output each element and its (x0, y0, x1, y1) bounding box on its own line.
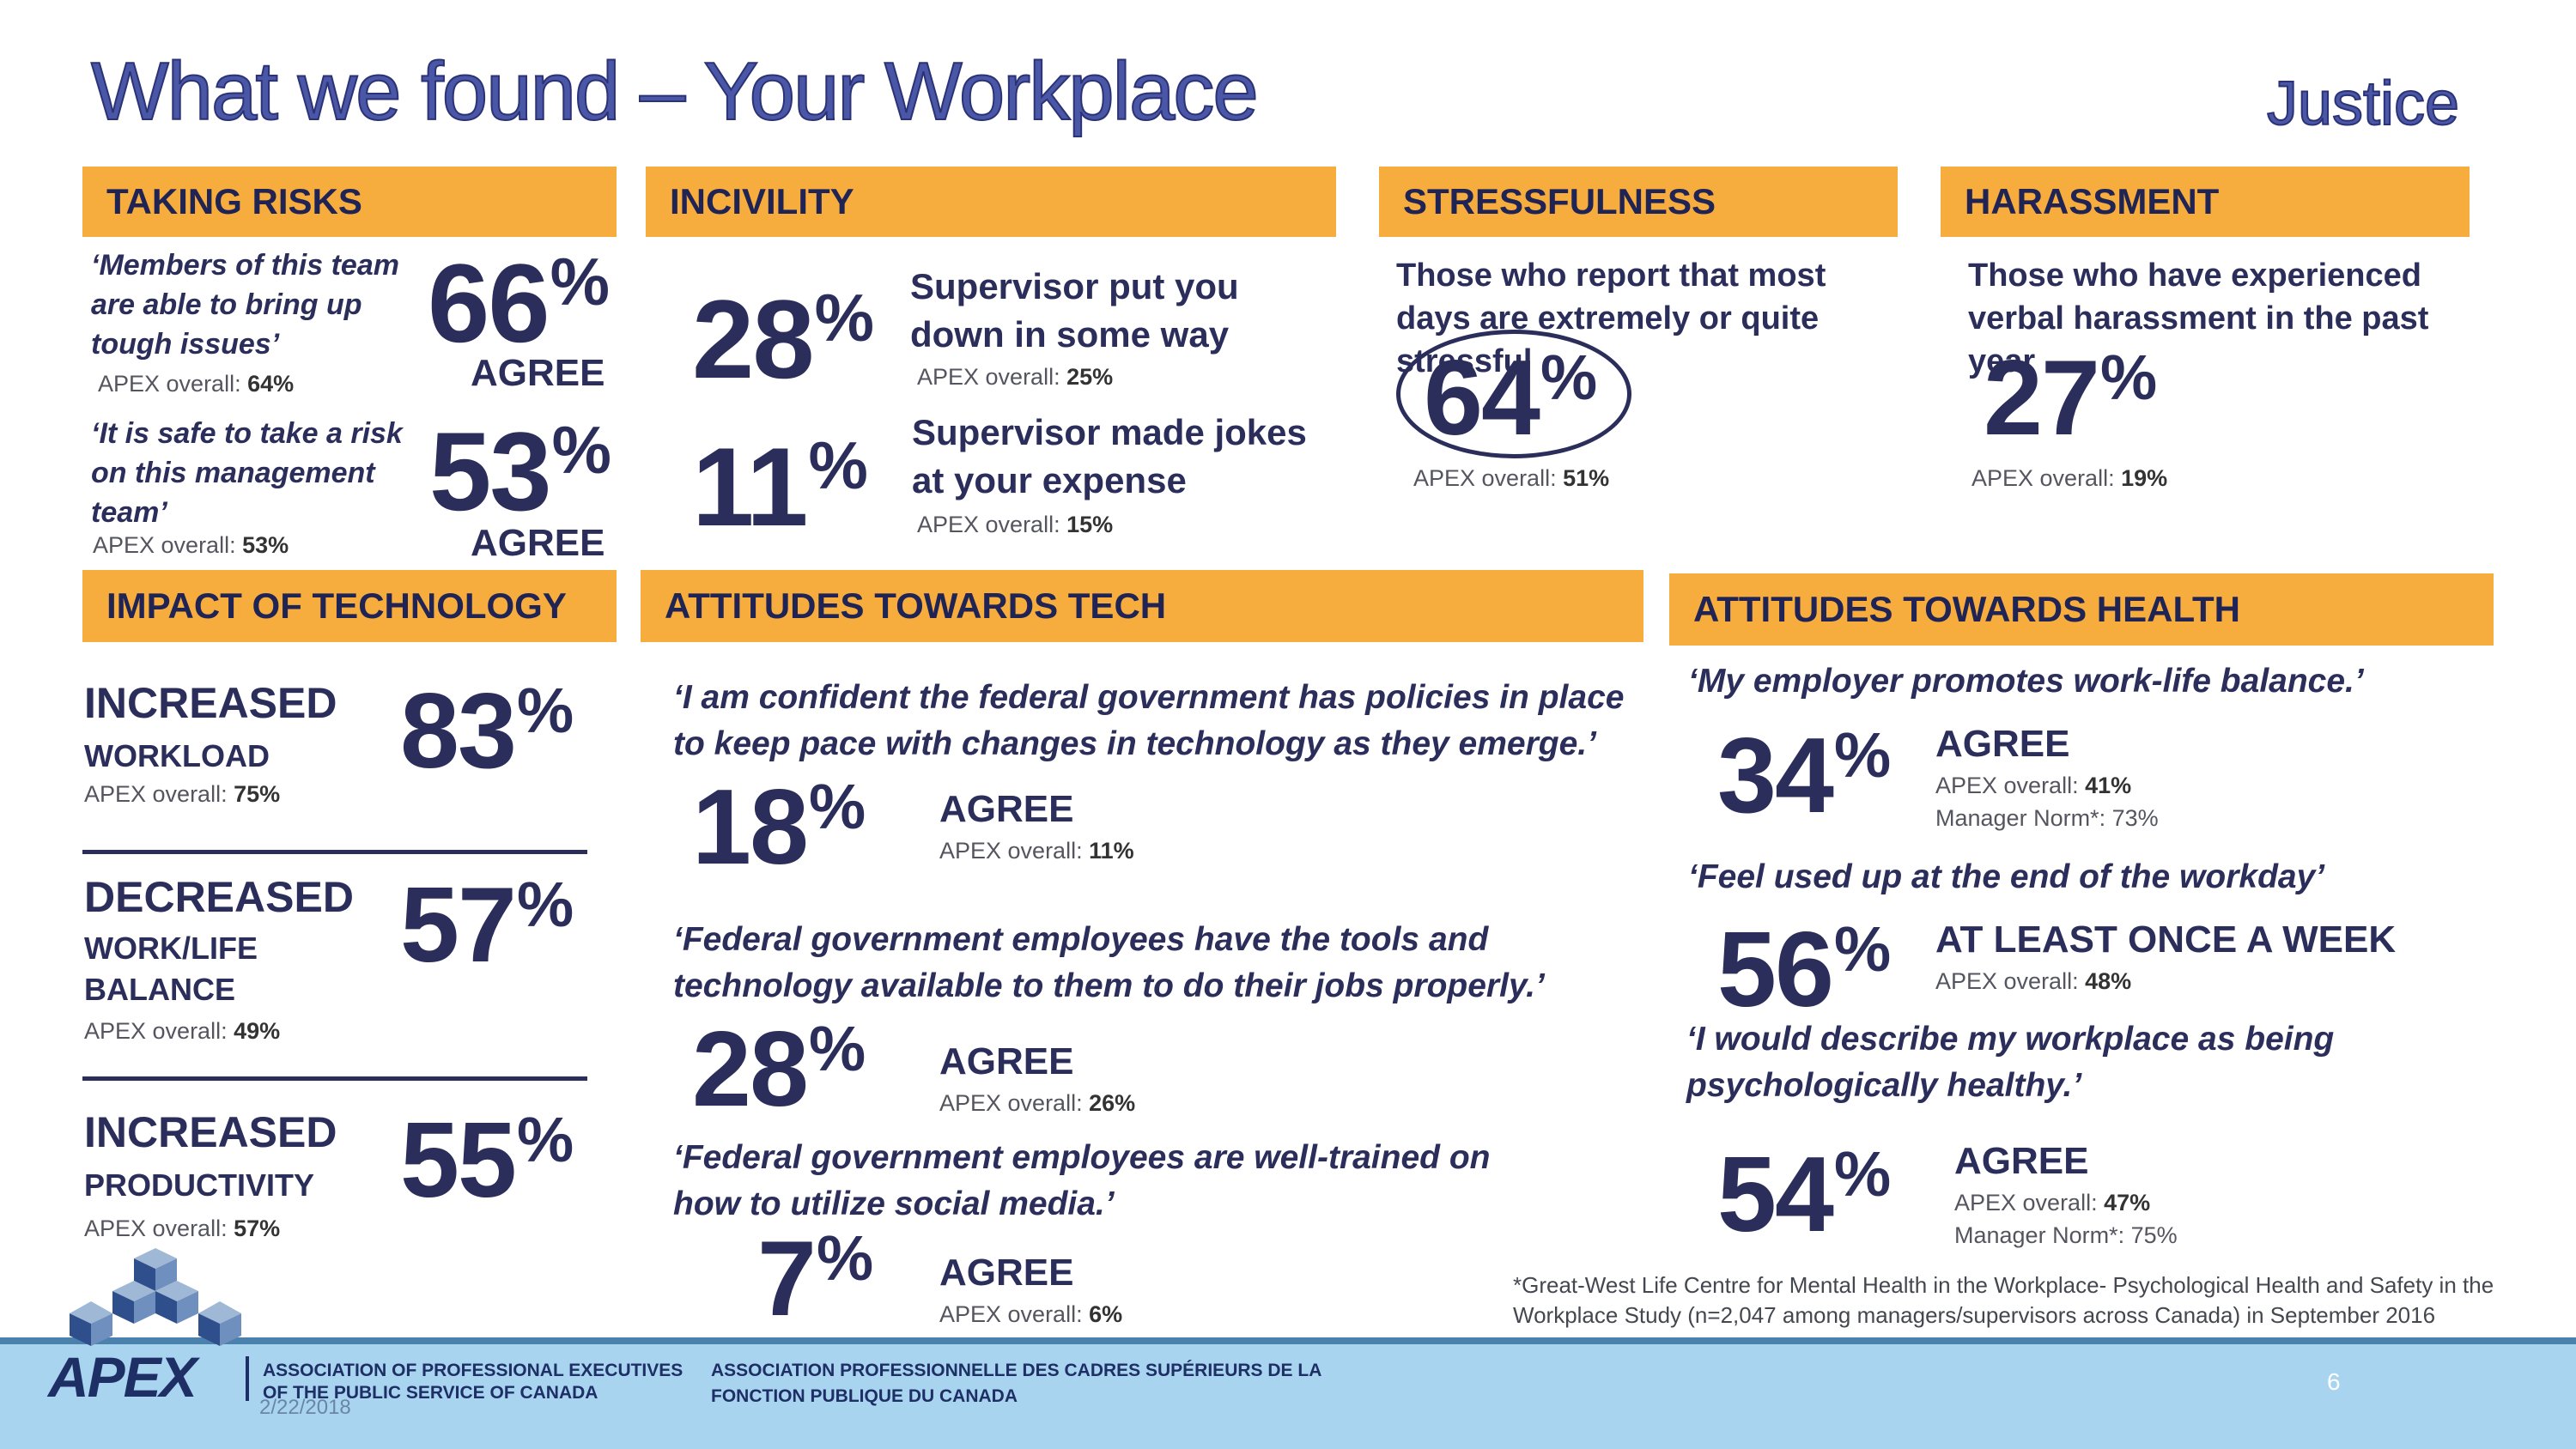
taking-risks-pct-2: 53% (429, 409, 611, 534)
org-name-fr-1: ASSOCIATION PROFESSIONNELLE DES CADRES S… (711, 1361, 1322, 1380)
org-name-fr-2: FONCTION PUBLIQUE DU CANADA (711, 1386, 1018, 1406)
incivility-apex-1: APEX overall: 25% (917, 364, 1114, 390)
taking-risks-quote-1: ‘Members of this team are able to bring … (91, 249, 399, 361)
attitudes-tech-agree-3: AGREE (939, 1252, 1074, 1294)
incivility-apex-2: APEX overall: 15% (917, 512, 1114, 537)
attitudes-tech-apex-3: APEX overall: 6% (939, 1301, 1123, 1327)
attitudes-health-apex-1: APEX overall: 41% (1935, 773, 2132, 798)
harassment-pct: 27% (1984, 339, 2157, 458)
impact-tech-item-3-pct: 55% (400, 1101, 574, 1220)
attitudes-health-agree-2: AT LEAST ONCE A WEEK (1935, 919, 2397, 961)
attitudes-health-apex-2: APEX overall: 48% (1935, 968, 2132, 994)
attitudes-health-quote-2: ‘Feel used up at the end of the workday’ (1688, 858, 2325, 895)
highlight-circle (1396, 330, 1631, 458)
taking-risks-pct-1: 66% (428, 240, 610, 366)
org-name-en-1: ASSOCIATION OF PROFESSIONAL EXECUTIVES (263, 1361, 683, 1380)
impact-tech-item-3-apex: APEX overall: 57% (84, 1216, 281, 1241)
footer-band (0, 1341, 2576, 1449)
harassment-header: HARASSMENT (1941, 167, 2470, 237)
footnote: *Great-West Life Centre for Mental Healt… (1513, 1272, 2494, 1329)
slide-date: 2/22/2018 (259, 1396, 351, 1419)
attitudes-health-quote-3: ‘I would describe my workplace as being … (1686, 1021, 2335, 1104)
stressfulness-apex: APEX overall: 51% (1413, 465, 1610, 491)
impact-tech-item-2-apex: APEX overall: 49% (84, 1018, 281, 1044)
impact-tech-item-1-apex: APEX overall: 75% (84, 781, 281, 807)
attitudes-health-quote-1: ‘My employer promotes work-life balance.… (1688, 663, 2364, 700)
org-name-en-2: OF THE PUBLIC SERVICE OF CANADA (263, 1383, 598, 1403)
harassment-text: Those who have experienced verbal harass… (1968, 258, 2429, 379)
attitudes-health-pct-1: 34% (1717, 717, 1891, 835)
impact-tech-item-2-line1: DECREASED (84, 873, 354, 921)
impact-tech-item-3-line2: PRODUCTIVITY (84, 1167, 315, 1203)
taking-risks-apex-1: APEX overall: 64% (98, 371, 295, 397)
impact-tech-item-1-pct: 83% (400, 672, 574, 791)
incivility-pct-1: 28% (692, 276, 874, 402)
attitudes-health-pct-3: 54% (1717, 1136, 1891, 1254)
impact-tech-header: IMPACT OF TECHNOLOGY (82, 570, 617, 642)
attitudes-health-apex-3: APEX overall: 47% (1954, 1190, 2151, 1216)
impact-tech-item-1-line1: INCREASED (84, 679, 337, 727)
department-label: Justice (2266, 69, 2460, 139)
incivility-label-2: Supervisor made jokes at your expense (912, 412, 1307, 500)
apex-cubes-logo (70, 1248, 241, 1346)
impact-tech-item-2-pct: 57% (400, 866, 574, 985)
incivility-pct-2: 11% (692, 424, 868, 549)
page-title: What we found – Your Workplace (90, 45, 1260, 138)
attitudes-health-norm-1: Manager Norm*: 73% (1935, 805, 2159, 831)
stressfulness-pct: 64% (1424, 339, 1597, 458)
attitudes-tech-pct-2: 28% (692, 1010, 866, 1129)
apex-logo-text: APEX (48, 1345, 197, 1409)
attitudes-health-header: ATTITUDES TOWARDS HEALTH (1669, 573, 2494, 646)
attitudes-tech-pct-1: 18% (692, 768, 866, 887)
footer-separator (246, 1356, 249, 1401)
impact-tech-item-2-line3: BALANCE (84, 972, 235, 1007)
divider (82, 850, 587, 854)
incivility-label-1: Supervisor put you down in some way (910, 266, 1239, 355)
attitudes-health-norm-3: Manager Norm*: 75% (1954, 1222, 2178, 1248)
impact-tech-item-1-line2: WORKLOAD (84, 738, 270, 773)
page-number: 6 (2327, 1368, 2341, 1395)
attitudes-health-agree-1: AGREE (1935, 723, 2070, 765)
attitudes-tech-header: ATTITUDES TOWARDS TECH (641, 570, 1643, 642)
attitudes-tech-pct-3: 7% (757, 1220, 873, 1338)
taking-risks-agree-2: AGREE (471, 522, 605, 564)
footer-divider (0, 1337, 2576, 1344)
attitudes-tech-quote-3: ‘Federal government employees are well-t… (673, 1139, 1491, 1222)
taking-risks-header: TAKING RISKS (82, 167, 617, 237)
stressfulness-text: Those who report that most days are extr… (1396, 258, 1826, 379)
impact-tech-item-3-line1: INCREASED (84, 1108, 337, 1156)
harassment-apex: APEX overall: 19% (1971, 465, 2168, 491)
attitudes-tech-agree-2: AGREE (939, 1040, 1074, 1082)
incivility-header: INCIVILITY (646, 167, 1336, 237)
taking-risks-apex-2: APEX overall: 53% (93, 532, 289, 558)
taking-risks-quote-2: ‘It is safe to take a risk on this manag… (91, 417, 403, 529)
attitudes-tech-quote-1: ‘I am confident the federal government h… (673, 679, 1625, 762)
stressfulness-header: STRESSFULNESS (1379, 167, 1898, 237)
attitudes-health-pct-2: 56% (1717, 911, 1891, 1029)
divider (82, 1076, 587, 1081)
taking-risks-agree-1: AGREE (471, 352, 605, 394)
attitudes-tech-apex-1: APEX overall: 11% (939, 838, 1134, 864)
attitudes-tech-agree-1: AGREE (939, 788, 1074, 830)
attitudes-tech-apex-2: APEX overall: 26% (939, 1090, 1136, 1116)
attitudes-health-agree-3: AGREE (1954, 1140, 2089, 1182)
impact-tech-item-2-line2: WORK/LIFE (84, 931, 258, 966)
attitudes-tech-quote-2: ‘Federal government employees have the t… (673, 921, 1545, 1004)
